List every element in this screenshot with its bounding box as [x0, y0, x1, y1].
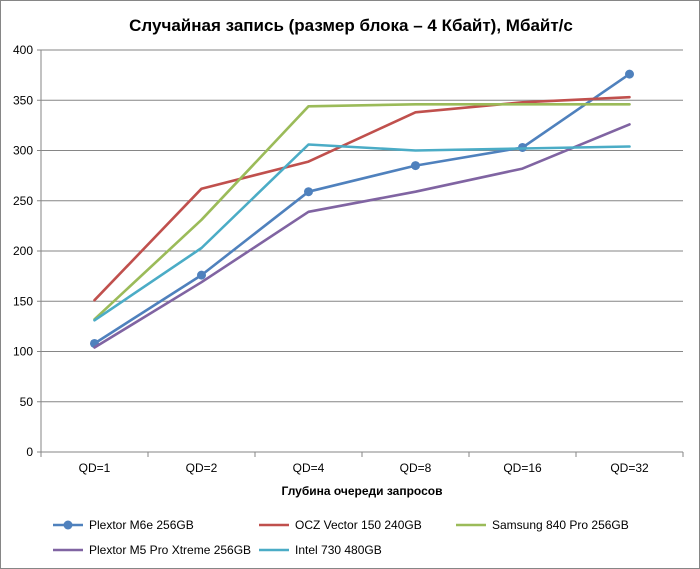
y-tick-label: 350	[13, 93, 33, 107]
x-axis-title: Глубина очереди запросов	[281, 484, 442, 498]
chart-title: Случайная запись (размер блока – 4 Кбайт…	[129, 16, 573, 35]
series-line	[93, 103, 631, 321]
data-point	[197, 270, 206, 280]
series-5	[93, 143, 631, 322]
series-line	[93, 123, 631, 349]
legend-item: Samsung 840 Pro 256GB	[456, 518, 629, 532]
series-3	[93, 103, 631, 321]
legend-label: Plextor M6e 256GB	[89, 518, 194, 532]
legend-marker	[63, 520, 73, 530]
legend-label: Samsung 840 Pro 256GB	[492, 518, 629, 532]
y-tick-label: 300	[13, 144, 33, 158]
y-tick-labels: 0 50 100 150 200 250 300 350 400	[13, 43, 33, 459]
series-1	[90, 69, 634, 348]
data-point	[411, 161, 420, 171]
y-tick-label: 250	[13, 194, 33, 208]
series-line	[93, 143, 631, 322]
x-tick-label: QD=16	[503, 461, 542, 475]
legend-label: Plextor M5 Pro Xtreme 256GB	[89, 543, 251, 557]
series-2	[93, 95, 631, 302]
series-line	[93, 72, 631, 345]
legend-item: Plextor M6e 256GB	[53, 518, 194, 532]
legend-item: OCZ Vector 150 240GB	[259, 518, 422, 532]
legend-label: Intel 730 480GB	[295, 543, 382, 557]
y-tick-label: 150	[13, 294, 33, 308]
series-4	[93, 123, 631, 349]
axes	[37, 49, 684, 457]
gridlines	[41, 49, 683, 453]
x-tick-labels: QD=1 QD=2 QD=4 QD=8 QD=16 QD=32	[79, 461, 649, 475]
x-tick-label: QD=1	[79, 461, 111, 475]
series	[90, 69, 634, 349]
x-tick-label: QD=8	[400, 461, 432, 475]
x-tick-label: QD=32	[610, 461, 649, 475]
legend-item: Intel 730 480GB	[259, 543, 382, 557]
y-tick-label: 200	[13, 244, 33, 258]
legend-label: OCZ Vector 150 240GB	[295, 518, 422, 532]
x-tick-label: QD=2	[186, 461, 218, 475]
data-point	[625, 69, 634, 79]
y-tick-label: 0	[26, 445, 33, 459]
legend: Plextor M6e 256GB OCZ Vector 150 240GB Sam…	[53, 518, 629, 557]
x-tick-label: QD=4	[293, 461, 325, 475]
y-tick-label: 400	[13, 43, 33, 57]
series-line	[93, 95, 631, 302]
y-tick-label: 100	[13, 345, 33, 359]
data-point	[304, 187, 313, 197]
legend-item: Plextor M5 Pro Xtreme 256GB	[53, 543, 251, 557]
y-tick-label: 50	[20, 395, 34, 409]
